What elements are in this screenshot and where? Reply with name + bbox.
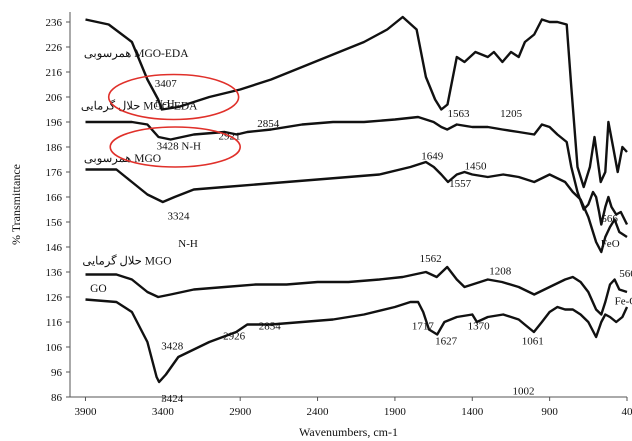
highlight-circles	[107, 73, 241, 168]
peak-label: 2854	[257, 118, 280, 130]
series-label: همرسوبی MGO-EDA	[84, 48, 189, 60]
series-group	[85, 15, 629, 384]
peak-label: 3428	[161, 341, 184, 353]
y-tick-label: 86	[51, 392, 63, 404]
peak-label: 1649	[421, 151, 444, 163]
y-axis-label: % Transmittance	[9, 164, 23, 245]
peak-label: 1557	[449, 178, 472, 190]
x-tick-label: 2400	[307, 406, 330, 418]
series-label: GO	[90, 283, 107, 295]
y-tick-label: 176	[46, 167, 63, 179]
y-tick-label: 186	[46, 142, 63, 154]
peak-label: 1061	[522, 336, 544, 348]
x-axis-label: Wavenumbers, cm-1	[299, 425, 398, 439]
y-tick-label: 226	[46, 42, 63, 54]
peak-label: 1205	[500, 108, 523, 120]
peak-label: 1627	[435, 336, 458, 348]
series-line-4	[85, 298, 629, 384]
x-tick-label: 3400	[152, 406, 175, 418]
y-tick-label: 216	[46, 67, 63, 79]
peak-label: 1370	[468, 321, 491, 333]
y-tick-label: 106	[46, 342, 63, 354]
highlight-circle	[107, 73, 240, 121]
peak-label: 3424	[161, 393, 184, 405]
peak-label: 3324	[167, 211, 190, 223]
peak-label: 1717	[412, 321, 435, 333]
peak-label: Fe-O	[615, 296, 632, 308]
peak-label: 3428 N-H	[157, 141, 201, 153]
peak-label: 1450	[465, 161, 488, 173]
y-tick-label: 166	[46, 192, 63, 204]
x-tick-label: 2900	[229, 406, 252, 418]
x-tick-label: 1900	[384, 406, 407, 418]
peak-label: 2854	[259, 321, 282, 333]
peak-label: 1208	[489, 266, 512, 278]
x-tick-label: 900	[541, 406, 558, 418]
y-tick-label: 136	[46, 267, 63, 279]
y-tick-label: 146	[46, 242, 63, 254]
x-tick-label: 40	[622, 406, 632, 418]
x-tick-label: 1400	[461, 406, 484, 418]
ticks: 86 96 106 116 126 136 146 156 166 176 186 196 206 216…	[46, 17, 632, 418]
peak-label: 1562	[420, 253, 442, 265]
y-tick-label: 196	[46, 117, 63, 129]
y-tick-label: 126	[46, 292, 63, 304]
series-line-1	[85, 115, 629, 226]
peak-label: 1002	[513, 386, 535, 398]
y-tick-label: 156	[46, 217, 63, 229]
series-line-0	[85, 15, 628, 189]
peak-label: 566	[601, 213, 618, 225]
series-line-3	[85, 265, 628, 316]
x-tick-label: 3900	[74, 406, 97, 418]
peak-label: FeO	[601, 238, 620, 250]
peak-label: 566	[619, 268, 632, 280]
series-line-2	[85, 160, 628, 254]
y-tick-label: 206	[46, 92, 63, 104]
y-tick-label: 236	[46, 17, 63, 29]
series-label: حلال گرمایی MGO-EDA	[81, 99, 198, 113]
y-tick-label: 96	[51, 367, 63, 379]
peak-label: 2926	[223, 331, 246, 343]
y-tick-label: 116	[46, 317, 63, 329]
peak-label: N-H	[155, 98, 175, 110]
peak-label: 1563	[448, 108, 471, 120]
highlight-circle	[109, 126, 241, 168]
series-label: حلال گرمایی MGO	[82, 254, 171, 268]
peak-label: 3407	[155, 78, 178, 90]
peak-label: N-H	[178, 238, 198, 250]
